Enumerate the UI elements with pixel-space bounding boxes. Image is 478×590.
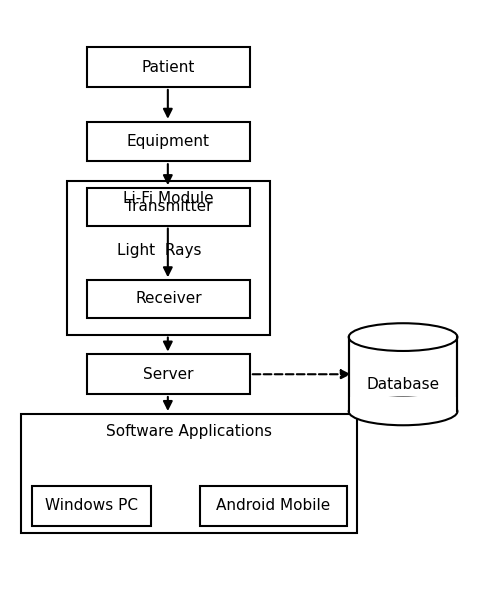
Text: Receiver: Receiver — [135, 291, 202, 306]
Bar — [87, 355, 250, 394]
Text: Android Mobile: Android Mobile — [217, 499, 331, 513]
Text: Li-Fi Module: Li-Fi Module — [123, 191, 214, 206]
Bar — [87, 188, 250, 225]
Text: Software Applications: Software Applications — [106, 424, 272, 439]
Bar — [87, 280, 250, 318]
Bar — [33, 486, 151, 526]
Bar — [67, 181, 270, 335]
Text: Server: Server — [143, 367, 194, 382]
Text: Equipment: Equipment — [127, 134, 210, 149]
Text: Light  Rays: Light Rays — [117, 243, 201, 258]
Bar — [348, 396, 458, 411]
Text: Transmitter: Transmitter — [125, 199, 212, 214]
Text: Patient: Patient — [141, 60, 195, 75]
Bar — [87, 47, 250, 87]
Text: Windows PC: Windows PC — [45, 499, 138, 513]
Text: Database: Database — [367, 376, 440, 392]
Ellipse shape — [349, 398, 457, 425]
Ellipse shape — [349, 323, 457, 351]
Bar — [87, 122, 250, 161]
Bar — [200, 486, 347, 526]
Bar — [21, 414, 357, 533]
Bar — [349, 337, 457, 411]
